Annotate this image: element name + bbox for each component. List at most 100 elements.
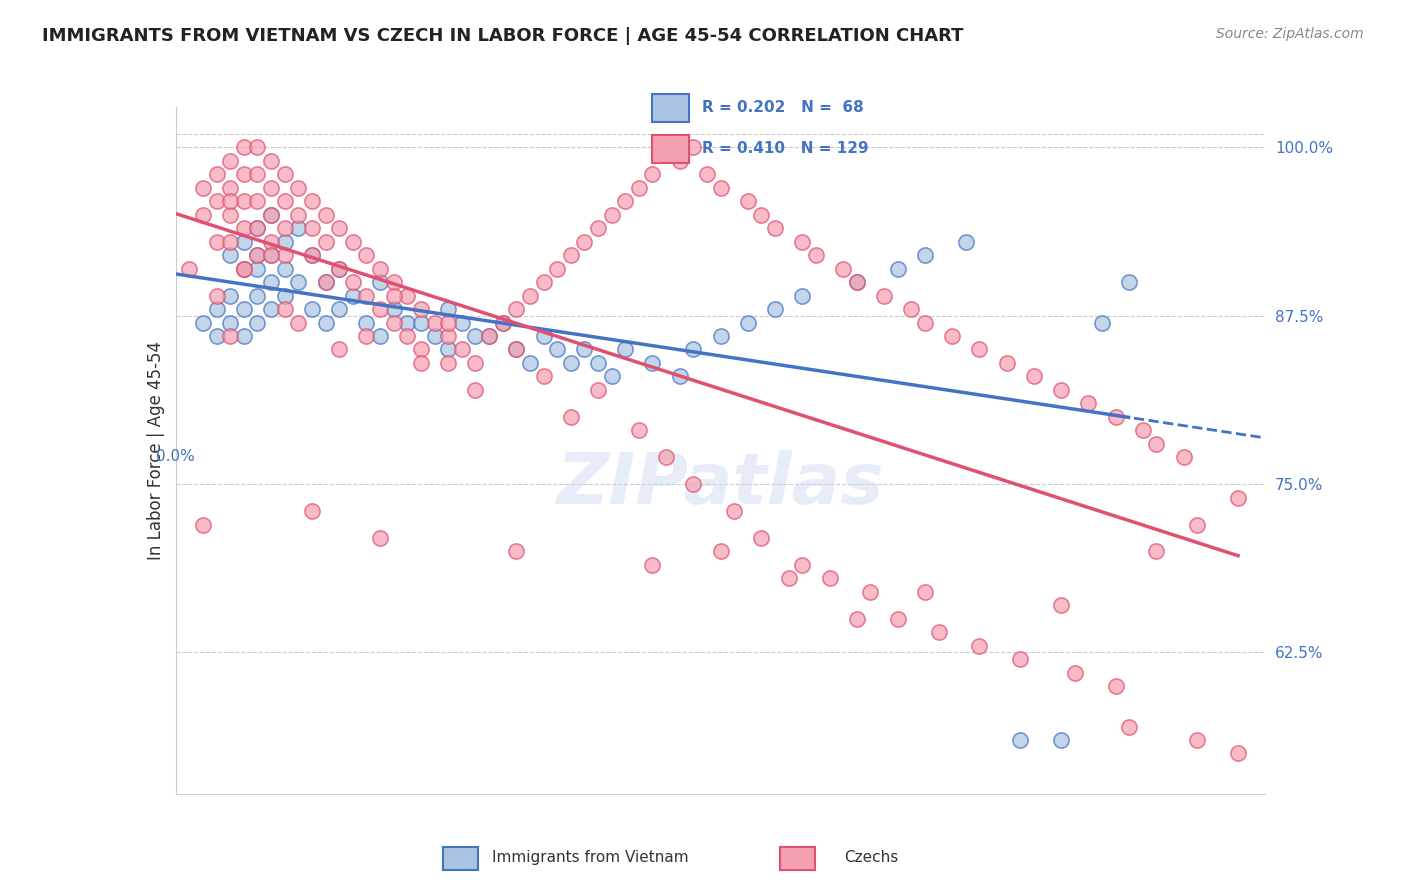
Point: [464, 329, 486, 343]
Point: [1063, 665, 1085, 680]
Point: [246, 288, 269, 302]
Point: [533, 275, 555, 289]
Point: [423, 329, 446, 343]
Point: [315, 208, 337, 222]
Point: [682, 477, 704, 491]
Point: [301, 221, 323, 235]
Point: [328, 343, 350, 357]
Point: [600, 208, 623, 222]
Point: [546, 343, 568, 357]
Point: [492, 316, 515, 330]
Point: [368, 301, 391, 316]
Point: [560, 409, 582, 424]
Y-axis label: In Labor Force | Age 45-54: In Labor Force | Age 45-54: [146, 341, 165, 560]
Point: [246, 167, 269, 181]
Point: [219, 181, 242, 195]
Point: [682, 343, 704, 357]
Point: [287, 316, 309, 330]
Point: [368, 275, 391, 289]
Point: [409, 316, 432, 330]
Point: [627, 423, 650, 437]
Point: [382, 301, 405, 316]
Point: [232, 235, 254, 249]
Point: [873, 288, 896, 302]
Text: Czechs: Czechs: [845, 850, 898, 865]
Point: [546, 261, 568, 276]
Point: [205, 288, 228, 302]
Point: [1104, 679, 1126, 693]
Point: [614, 194, 637, 209]
Point: [409, 343, 432, 357]
Point: [205, 194, 228, 209]
Point: [560, 356, 582, 370]
Point: [205, 329, 228, 343]
Point: [301, 248, 323, 262]
Point: [342, 288, 364, 302]
Point: [232, 329, 254, 343]
Point: [641, 167, 664, 181]
Point: [682, 140, 704, 154]
Point: [533, 329, 555, 343]
Point: [792, 558, 814, 572]
Point: [914, 248, 936, 262]
Point: [246, 194, 269, 209]
Point: [246, 261, 269, 276]
Point: [219, 194, 242, 209]
Point: [818, 571, 841, 585]
Point: [505, 343, 527, 357]
Point: [955, 235, 977, 249]
Text: Immigrants from Vietnam: Immigrants from Vietnam: [492, 850, 689, 865]
Point: [205, 167, 228, 181]
Point: [274, 235, 297, 249]
Point: [655, 450, 678, 465]
Point: [232, 167, 254, 181]
Point: [1050, 599, 1073, 613]
Point: [505, 544, 527, 558]
Point: [219, 208, 242, 222]
Point: [710, 544, 733, 558]
Point: [328, 261, 350, 276]
Point: [301, 301, 323, 316]
Point: [845, 612, 868, 626]
Point: [246, 140, 269, 154]
Point: [382, 275, 405, 289]
Point: [287, 208, 309, 222]
Point: [328, 261, 350, 276]
Point: [219, 153, 242, 168]
Point: [356, 248, 378, 262]
Text: R = 0.202   N =  68: R = 0.202 N = 68: [702, 101, 863, 115]
Point: [574, 343, 596, 357]
Point: [804, 248, 827, 262]
Point: [287, 221, 309, 235]
Point: [191, 208, 214, 222]
Point: [246, 316, 269, 330]
Point: [260, 301, 283, 316]
Point: [274, 248, 297, 262]
Point: [274, 194, 297, 209]
Point: [1173, 450, 1195, 465]
Point: [1144, 436, 1167, 450]
Point: [315, 275, 337, 289]
Point: [260, 235, 283, 249]
Point: [1118, 720, 1140, 734]
Point: [845, 275, 868, 289]
Point: [914, 316, 936, 330]
Point: [396, 316, 419, 330]
Point: [232, 140, 254, 154]
Point: [232, 221, 254, 235]
Point: [409, 301, 432, 316]
Point: [792, 288, 814, 302]
Point: [1050, 383, 1073, 397]
Point: [1118, 275, 1140, 289]
Point: [450, 343, 472, 357]
Point: [1187, 733, 1209, 747]
Point: [219, 235, 242, 249]
Point: [246, 248, 269, 262]
Point: [710, 329, 733, 343]
Point: [751, 208, 773, 222]
Point: [260, 208, 283, 222]
Point: [778, 571, 800, 585]
Point: [437, 343, 460, 357]
Point: [423, 316, 446, 330]
Point: [505, 343, 527, 357]
